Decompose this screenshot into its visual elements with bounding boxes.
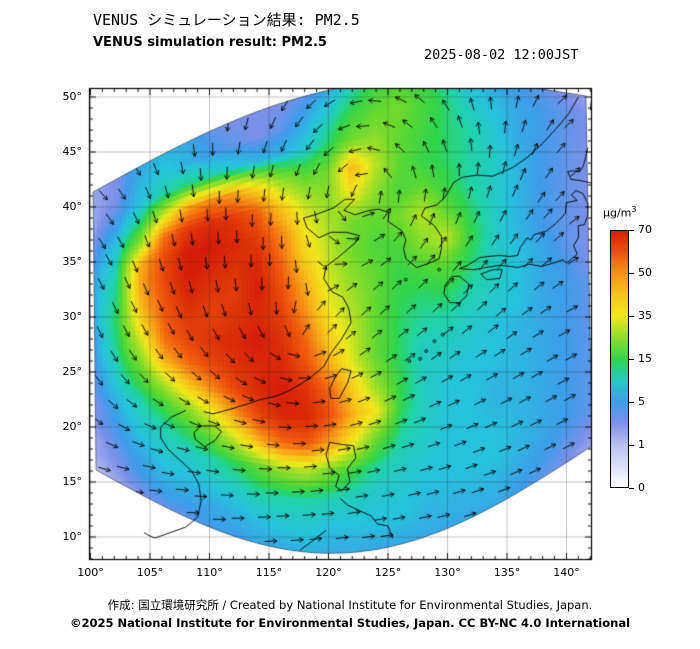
- lat-tick-label: 10°: [62, 530, 83, 543]
- colorbar-tick-mark: [629, 315, 634, 317]
- lat-tick-label: 15°: [62, 475, 83, 488]
- lon-tick-label: 110°: [196, 566, 223, 579]
- lon-tick-label: 125°: [374, 566, 402, 579]
- lat-tick-label: 30°: [62, 310, 83, 323]
- colorbar-tick-label: 35: [638, 309, 652, 322]
- colorbar-tick-label: 70: [638, 223, 652, 236]
- lon-tick-label: 140°: [553, 566, 580, 579]
- lon-tick-label: 130°: [434, 566, 461, 579]
- colorbar-gradient: [610, 230, 629, 488]
- colorbar-tick-label: 5: [638, 395, 645, 408]
- colorbar-tick-mark: [629, 272, 634, 274]
- lat-tick-label: 50°: [62, 90, 83, 103]
- colorbar-tick-label: 15: [638, 352, 652, 365]
- colorbar-tick-mark: [629, 358, 634, 360]
- colorbar-unit-label: μg/m3: [603, 205, 637, 220]
- lon-tick-label: 135°: [493, 566, 521, 579]
- colorbar-unit-text: μg/m: [603, 206, 632, 220]
- lat-tick-label: 40°: [62, 200, 83, 213]
- lat-tick-label: 20°: [62, 420, 83, 433]
- lon-tick-label: 120°: [315, 566, 342, 579]
- page-title-japanese: VENUS シミュレーション結果: PM2.5: [93, 11, 360, 29]
- lon-tick-label: 100°: [77, 566, 104, 579]
- colorbar-tick-mark: [629, 229, 634, 231]
- lon-tick-label: 105°: [136, 566, 164, 579]
- colorbar-tick-mark: [629, 401, 634, 403]
- lat-tick-label: 25°: [62, 365, 83, 378]
- lat-tick-label: 45°: [62, 145, 83, 158]
- attribution-line: 作成: 国立環境研究所 / Created by National Instit…: [107, 598, 593, 612]
- colorbar-tick-label: 50: [638, 266, 652, 279]
- colorbar-tick-mark: [629, 487, 634, 489]
- lon-tick-label: 115°: [255, 566, 283, 579]
- timestamp-label: 2025-08-02 12:00JST: [424, 47, 579, 63]
- copyright-line: ©2025 National Institute for Environment…: [69, 616, 631, 630]
- colorbar-tick-label: 0: [638, 481, 645, 494]
- lat-tick-label: 35°: [62, 255, 83, 268]
- page-title-english: VENUS simulation result: PM2.5: [93, 35, 327, 50]
- colorbar-tick-label: 1: [638, 438, 645, 451]
- colorbar-tick-mark: [629, 444, 634, 446]
- colorbar-unit-exponent: 3: [631, 205, 637, 214]
